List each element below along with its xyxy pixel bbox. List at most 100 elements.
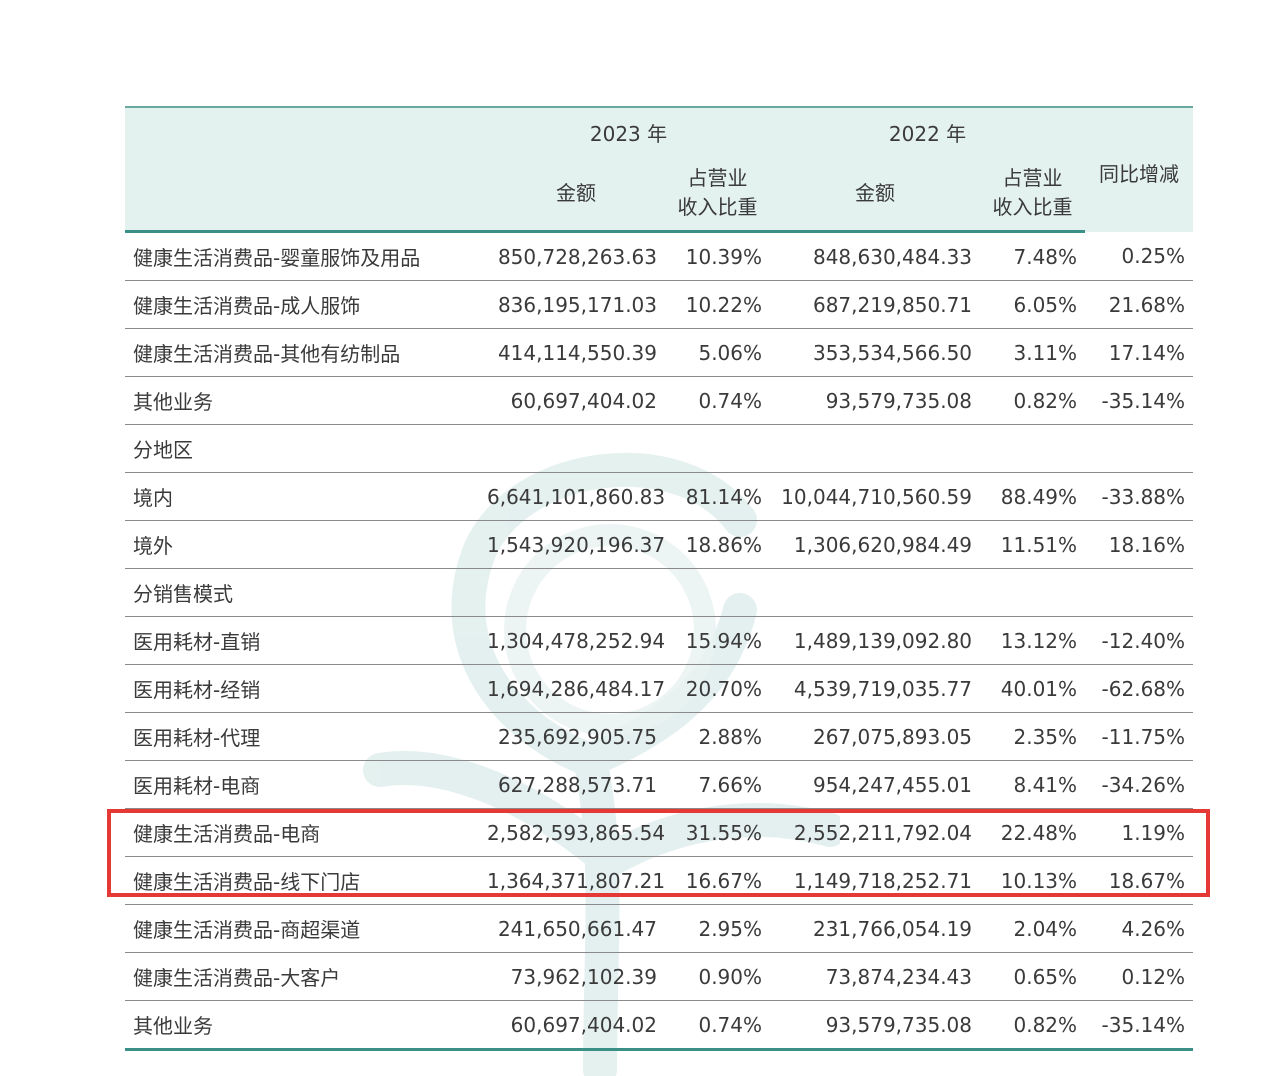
row-ratio-2023 xyxy=(665,424,771,473)
row-ratio-2022: 40.01% xyxy=(980,664,1086,713)
row-ratio-2023: 0.74% xyxy=(665,376,771,425)
header-amount-2023: 金额 xyxy=(487,156,665,233)
row-name: 分地区 xyxy=(125,424,487,473)
row-ratio-2022: 22.48% xyxy=(980,808,1086,857)
row-ratio-2023: 2.88% xyxy=(665,712,771,761)
row-ratio-2023 xyxy=(665,568,771,617)
row-ratio-2022: 2.35% xyxy=(980,712,1086,761)
table-row: 健康生活消费品-线下门店 1,364,371,807.21 16.67% 1,149,… xyxy=(125,856,1194,905)
row-name: 医用耗材-经销 xyxy=(125,664,487,713)
table-row: 健康生活消费品-其他有纺制品 414,114,550.39 5.06% 353,534… xyxy=(125,328,1194,377)
table-row: 医用耗材-直销 1,304,478,252.94 15.94% 1,489,139,0… xyxy=(125,616,1194,665)
row-amount-2022: 848,630,484.33 xyxy=(770,231,981,281)
row-amount-2022: 10,044,710,560.59 xyxy=(770,472,981,521)
row-amount-2023: 2,582,593,865.54 xyxy=(487,808,665,857)
row-yoy: 0.25% xyxy=(1085,231,1194,281)
row-ratio-2023: 0.74% xyxy=(665,1000,771,1051)
row-ratio-2022: 3.11% xyxy=(980,328,1086,377)
row-amount-2022 xyxy=(770,568,981,617)
row-yoy: 0.12% xyxy=(1085,952,1194,1001)
row-yoy: 4.26% xyxy=(1085,904,1194,953)
row-ratio-2022: 88.49% xyxy=(980,472,1086,521)
table-row: 分地区 xyxy=(125,424,1194,473)
row-yoy: -35.14% xyxy=(1085,376,1194,425)
table-row: 健康生活消费品-商超渠道 241,650,661.47 2.95% 231,766,0… xyxy=(125,904,1194,953)
row-amount-2022: 73,874,234.43 xyxy=(770,952,981,1001)
row-amount-2022: 1,306,620,984.49 xyxy=(770,520,981,569)
row-name: 医用耗材-代理 xyxy=(125,712,487,761)
row-ratio-2022: 10.13% xyxy=(980,856,1086,905)
table-row: 健康生活消费品-电商 2,582,593,865.54 31.55% 2,552,21… xyxy=(125,808,1194,857)
row-name: 健康生活消费品-其他有纺制品 xyxy=(125,328,487,377)
row-ratio-2023: 0.90% xyxy=(665,952,771,1001)
row-ratio-2023: 16.67% xyxy=(665,856,771,905)
row-amount-2023 xyxy=(487,424,665,473)
row-yoy: -33.88% xyxy=(1085,472,1194,521)
row-ratio-2022: 11.51% xyxy=(980,520,1086,569)
row-name: 健康生活消费品-婴童服饰及用品 xyxy=(125,231,487,281)
row-yoy: -34.26% xyxy=(1085,760,1194,809)
row-amount-2022: 4,539,719,035.77 xyxy=(770,664,981,713)
row-amount-2023: 60,697,404.02 xyxy=(487,376,665,425)
row-ratio-2023: 10.22% xyxy=(665,280,771,329)
row-name: 境外 xyxy=(125,520,487,569)
row-amount-2023: 836,195,171.03 xyxy=(487,280,665,329)
row-yoy: 1.19% xyxy=(1085,808,1194,857)
row-yoy: -12.40% xyxy=(1085,616,1194,665)
row-name: 其他业务 xyxy=(125,1000,487,1051)
row-name: 健康生活消费品-成人服饰 xyxy=(125,280,487,329)
row-ratio-2022: 8.41% xyxy=(980,760,1086,809)
header-year-2023: 2023 年 xyxy=(487,106,771,156)
row-amount-2022: 1,489,139,092.80 xyxy=(770,616,981,665)
header-ratio-2023-line1: 占营业 xyxy=(687,166,748,190)
table-row: 健康生活消费品-大客户 73,962,102.39 0.90% 73,874,234.… xyxy=(125,952,1194,1001)
header-yoy: 同比增减 xyxy=(1085,106,1194,232)
header-yoy-label: 同比增减 xyxy=(1099,162,1180,186)
row-ratio-2022: 13.12% xyxy=(980,616,1086,665)
row-amount-2022: 93,579,735.08 xyxy=(770,1000,981,1051)
row-amount-2023 xyxy=(487,568,665,617)
header-ratio-2022-line2: 收入比重 xyxy=(992,195,1073,219)
row-amount-2023: 850,728,263.63 xyxy=(487,231,665,281)
header-ratio-2022: 占营业 收入比重 xyxy=(980,156,1086,233)
row-amount-2023: 241,650,661.47 xyxy=(487,904,665,953)
row-amount-2023: 6,641,101,860.83 xyxy=(487,472,665,521)
row-amount-2022: 1,149,718,252.71 xyxy=(770,856,981,905)
row-amount-2022: 687,219,850.71 xyxy=(770,280,981,329)
header-year-2022: 2022 年 xyxy=(770,106,1086,156)
row-ratio-2023: 10.39% xyxy=(665,231,771,281)
row-ratio-2023: 18.86% xyxy=(665,520,771,569)
row-name: 境内 xyxy=(125,472,487,521)
header-blank xyxy=(125,106,487,156)
row-ratio-2022: 0.82% xyxy=(980,376,1086,425)
row-amount-2023: 1,364,371,807.21 xyxy=(487,856,665,905)
row-yoy: -11.75% xyxy=(1085,712,1194,761)
table-row: 医用耗材-代理 235,692,905.75 2.88% 267,075,893.05… xyxy=(125,712,1194,761)
row-yoy: 17.14% xyxy=(1085,328,1194,377)
row-amount-2022 xyxy=(770,424,981,473)
row-ratio-2023: 20.70% xyxy=(665,664,771,713)
header-amount-2022: 金额 xyxy=(770,156,981,233)
revenue-table: 2023 年 2022 年 同比增减 金额 占营业 收入比重 金额 占营业 收入… xyxy=(125,106,1194,1051)
row-name: 健康生活消费品-商超渠道 xyxy=(125,904,487,953)
table-row: 其他业务 60,697,404.02 0.74% 93,579,735.08 0.82%… xyxy=(125,376,1194,425)
row-yoy: 18.67% xyxy=(1085,856,1194,905)
row-amount-2022: 267,075,893.05 xyxy=(770,712,981,761)
row-amount-2022: 954,247,455.01 xyxy=(770,760,981,809)
row-ratio-2023: 81.14% xyxy=(665,472,771,521)
row-name: 健康生活消费品-大客户 xyxy=(125,952,487,1001)
table-row: 医用耗材-经销 1,694,286,484.17 20.70% 4,539,719,0… xyxy=(125,664,1194,713)
row-amount-2023: 1,304,478,252.94 xyxy=(487,616,665,665)
table-header: 2023 年 2022 年 同比增减 金额 占营业 收入比重 金额 占营业 收入… xyxy=(125,106,1194,233)
row-amount-2022: 353,534,566.50 xyxy=(770,328,981,377)
row-yoy: 21.68% xyxy=(1085,280,1194,329)
row-ratio-2022: 0.65% xyxy=(980,952,1086,1001)
row-name: 医用耗材-电商 xyxy=(125,760,487,809)
row-name: 健康生活消费品-线下门店 xyxy=(125,856,487,905)
row-amount-2022: 2,552,211,792.04 xyxy=(770,808,981,857)
table-row: 境外 1,543,920,196.37 18.86% 1,306,620,984.49… xyxy=(125,520,1194,569)
row-yoy xyxy=(1085,424,1194,473)
table-body: 健康生活消费品-婴童服饰及用品 850,728,263.63 10.39% 848,6… xyxy=(125,231,1194,1051)
row-yoy: -35.14% xyxy=(1085,1000,1194,1051)
row-yoy: 18.16% xyxy=(1085,520,1194,569)
